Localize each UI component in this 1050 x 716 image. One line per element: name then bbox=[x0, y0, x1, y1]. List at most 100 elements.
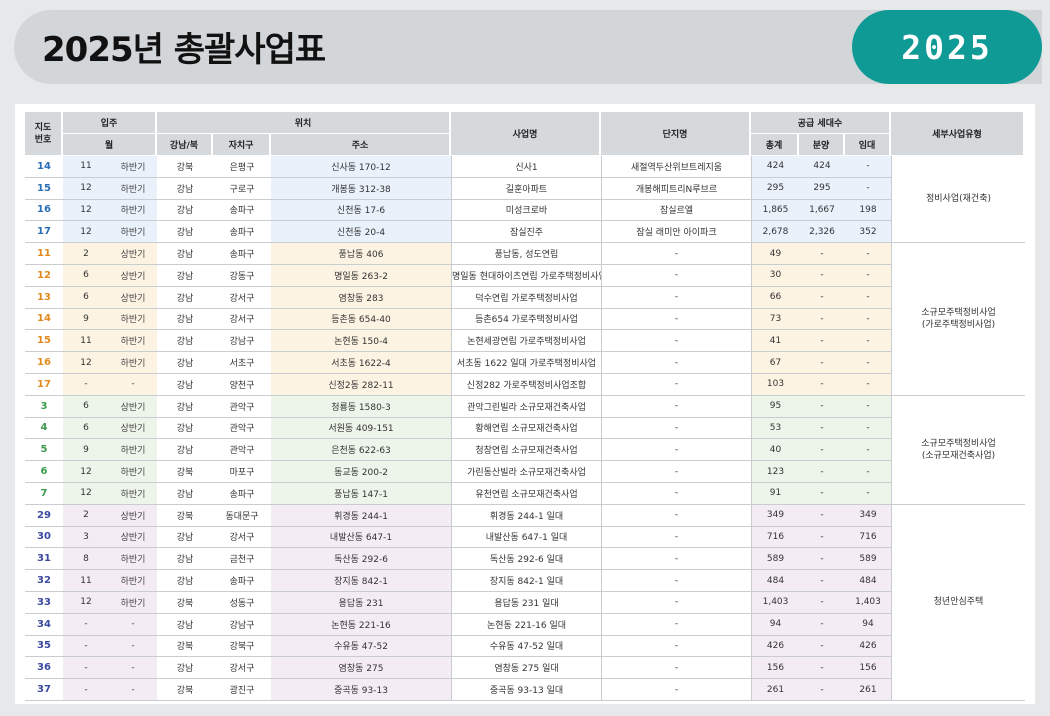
month-cell: 6 bbox=[63, 264, 109, 287]
table-row: 7 12 하반기 강남 송파구 풍납동 147-1 유천연립 소규모재건축사업 -91- - bbox=[25, 482, 1025, 505]
project-name-cell: 유천연립 소규모재건축사업 bbox=[451, 482, 601, 505]
half-cell: 상반기 bbox=[109, 264, 157, 287]
sale-cell: - bbox=[799, 657, 845, 680]
rent-cell: 156 bbox=[845, 657, 891, 680]
total-cell: 2,678 bbox=[751, 221, 799, 244]
header-address: 주소 bbox=[271, 134, 451, 156]
map-no-cell: 4 bbox=[25, 418, 63, 440]
table-row: 29 2 상반기 강북 동대문구 휘경동 244-1 휘경동 244-1 일대 -349-34… bbox=[25, 504, 1025, 701]
district-cell: 마포구 bbox=[213, 461, 271, 483]
table-row: 33 12 하반기 강북 성동구 용답동 231 용답동 231 일대 -1,403-1,40… bbox=[25, 591, 1025, 614]
sale-cell: - bbox=[799, 373, 845, 396]
rent-cell: 484 bbox=[845, 570, 891, 592]
address-cell: 용답동 231 bbox=[271, 591, 451, 614]
map-no-cell: 34 bbox=[25, 614, 63, 636]
header-district: 자치구 bbox=[213, 134, 271, 156]
table-row: 34- - 강남 강남구 논현동 221-16 논현동 221-16 일대 -94-94 bbox=[25, 613, 1025, 636]
project-name-cell: 염창동 275 일대 bbox=[451, 657, 601, 680]
map-no-cell: 6 bbox=[25, 461, 63, 483]
header-month: 월 bbox=[63, 134, 157, 156]
month-cell: 11 bbox=[63, 330, 109, 353]
rent-cell: 349 bbox=[845, 504, 891, 527]
month-cell: 2 bbox=[63, 504, 109, 527]
table-row: 17 12 하반기 강남 송파구 신천동 20-4 잠실진주 잠실 래미안 아이파크 2,678… bbox=[25, 221, 1025, 244]
complex-name-cell: - bbox=[601, 308, 751, 331]
half-cell: - bbox=[109, 373, 157, 396]
table-sheet: 지도 번호 입주 위치 사업명 단지명 공급 세대수 세부사업유형 월 강남/북… bbox=[15, 104, 1035, 704]
total-cell: 40 bbox=[751, 439, 799, 462]
rent-cell: - bbox=[845, 177, 891, 200]
project-name-cell: 관악그린빌라 소규모재건축사업 bbox=[451, 395, 601, 418]
rent-cell: - bbox=[845, 286, 891, 309]
rent-cell: 1,403 bbox=[845, 591, 891, 614]
rent-cell: - bbox=[845, 330, 891, 353]
half-cell: 상반기 bbox=[109, 286, 157, 309]
table-row: 11 2 상반기 강남 송파구 풍납동 406 풍납동, 성도연립 -49- - 소규모주택정비사… bbox=[25, 243, 1025, 396]
district-cell: 관악구 bbox=[213, 418, 271, 440]
map-no-cell: 15 bbox=[25, 178, 63, 200]
month-cell: 2 bbox=[63, 243, 109, 265]
month-cell: 9 bbox=[63, 439, 109, 462]
address-cell: 서초동 1622-4 bbox=[271, 352, 451, 374]
complex-name-cell: - bbox=[601, 243, 751, 265]
header-project: 사업명 bbox=[451, 112, 601, 156]
header-location: 위치 bbox=[157, 112, 451, 134]
table-row: 15 12 하반기 강남 구로구 개봉동 312-38 길훈아파트 개봉해피트리N루브르 295… bbox=[25, 177, 1025, 200]
gangnam-buk-cell: 강북 bbox=[157, 679, 213, 701]
half-cell: 하반기 bbox=[109, 352, 157, 374]
half-cell: 상반기 bbox=[109, 417, 157, 440]
complex-name-cell: 새절역두산위브트레지움 bbox=[601, 156, 751, 178]
complex-name-cell: - bbox=[601, 657, 751, 680]
table-row: 16 12 하반기 강남 서초구 서초동 1622-4 서초동 1622 일대 가로주택정비… bbox=[25, 352, 1025, 374]
complex-name-cell: - bbox=[601, 264, 751, 287]
sale-cell: - bbox=[799, 591, 845, 614]
gangnam-buk-cell: 강북 bbox=[157, 636, 213, 658]
rent-cell: 589 bbox=[845, 548, 891, 571]
project-name-cell: 수유동 47-52 일대 bbox=[451, 635, 601, 658]
project-name-cell: 황해연립 소규모재건축사업 bbox=[451, 417, 601, 440]
sale-cell: - bbox=[799, 548, 845, 571]
project-name-cell: 논현동 221-16 일대 bbox=[451, 613, 601, 636]
month-cell: 6 bbox=[63, 286, 109, 309]
gangnam-buk-cell: 강남 bbox=[157, 374, 213, 396]
month-cell: - bbox=[63, 679, 109, 701]
half-cell: 하반기 bbox=[109, 548, 157, 571]
total-cell: 156 bbox=[751, 657, 799, 680]
project-name-cell: 등촌654 가로주택정비사업 bbox=[451, 308, 601, 331]
gangnam-buk-cell: 강북 bbox=[157, 592, 213, 614]
address-cell: 은천동 622-63 bbox=[271, 439, 451, 462]
sale-cell: - bbox=[799, 613, 845, 636]
address-cell: 중곡동 93-13 bbox=[271, 679, 451, 701]
district-cell: 송파구 bbox=[213, 570, 271, 592]
complex-name-cell: - bbox=[601, 613, 751, 636]
table-row: 14 9 하반기 강남 강서구 등촌동 654-40 등촌654 가로주택정비사업 -73- - bbox=[25, 308, 1025, 331]
header-type: 세부사업유형 bbox=[891, 112, 1025, 156]
gangnam-buk-cell: 강남 bbox=[157, 200, 213, 222]
map-no-cell: 17 bbox=[25, 374, 63, 396]
gangnam-buk-cell: 강남 bbox=[157, 330, 213, 353]
rent-cell: 716 bbox=[845, 526, 891, 549]
table-row: 37- - 강북 광진구 중곡동 93-13 중곡동 93-13 일대 -261-261 bbox=[25, 679, 1025, 701]
gangnam-buk-cell: 강남 bbox=[157, 221, 213, 244]
header-supply: 공급 세대수 bbox=[751, 112, 891, 134]
district-cell: 동대문구 bbox=[213, 505, 271, 527]
table-row: 4 6 상반기 강남 관악구 서원동 409-151 황해연립 소규모재건축사업 -53- - bbox=[25, 417, 1025, 440]
total-cell: 349 bbox=[751, 504, 799, 527]
rent-cell: 426 bbox=[845, 635, 891, 658]
district-cell: 금천구 bbox=[213, 548, 271, 571]
gangnam-buk-cell: 강남 bbox=[157, 570, 213, 592]
header-map-no: 지도 번호 bbox=[25, 112, 63, 156]
total-cell: 123 bbox=[751, 461, 799, 483]
project-name-cell: 내발산동 647-1 일대 bbox=[451, 526, 601, 549]
district-cell: 강남구 bbox=[213, 330, 271, 353]
address-cell: 염창동 275 bbox=[271, 657, 451, 680]
half-cell: 상반기 bbox=[109, 504, 157, 527]
sale-cell: - bbox=[799, 635, 845, 658]
map-no-cell: 14 bbox=[25, 309, 63, 331]
table-row: 12 6 상반기 강남 강동구 명일동 263-2 명일동 현대하이츠연립 가로주택정비사업… bbox=[25, 264, 1025, 287]
total-cell: 1,403 bbox=[751, 591, 799, 614]
map-no-cell: 17 bbox=[25, 221, 63, 244]
district-cell: 서초구 bbox=[213, 352, 271, 374]
rent-cell: - bbox=[845, 352, 891, 374]
gangnam-buk-cell: 강남 bbox=[157, 483, 213, 505]
